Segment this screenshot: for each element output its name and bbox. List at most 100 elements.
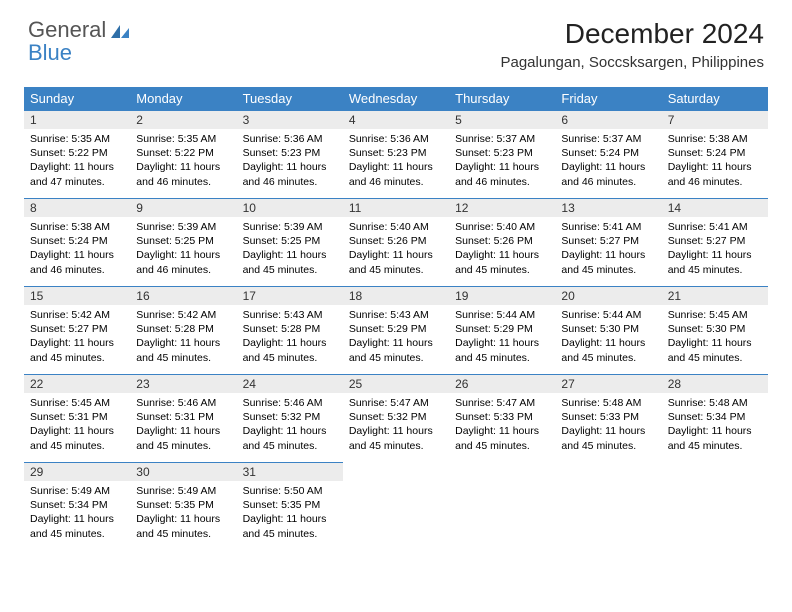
day-number: 27	[555, 374, 661, 393]
day-number: 12	[449, 198, 555, 217]
day-details: Sunrise: 5:36 AMSunset: 5:23 PMDaylight:…	[237, 129, 343, 195]
day-number: 14	[662, 198, 768, 217]
logo-sail-icon	[110, 19, 132, 44]
sunrise-text: Sunrise: 5:41 AM	[561, 220, 655, 234]
daylight-text: Daylight: 11 hours and 45 minutes.	[136, 512, 230, 540]
sunset-text: Sunset: 5:31 PM	[30, 410, 124, 424]
day-number: 25	[343, 374, 449, 393]
day-details: Sunrise: 5:37 AMSunset: 5:23 PMDaylight:…	[449, 129, 555, 195]
day-number: 23	[130, 374, 236, 393]
sunrise-text: Sunrise: 5:37 AM	[561, 132, 655, 146]
day-details: Sunrise: 5:49 AMSunset: 5:35 PMDaylight:…	[130, 481, 236, 547]
sunset-text: Sunset: 5:24 PM	[30, 234, 124, 248]
title-block: December 2024 Pagalungan, Soccsksargen, …	[500, 18, 764, 71]
day-number: 3	[237, 110, 343, 129]
daylight-text: Daylight: 11 hours and 46 minutes.	[136, 248, 230, 276]
day-number: 16	[130, 286, 236, 305]
sunrise-text: Sunrise: 5:41 AM	[668, 220, 762, 234]
month-title: December 2024	[500, 18, 764, 50]
calendar-cell: 16Sunrise: 5:42 AMSunset: 5:28 PMDayligh…	[130, 286, 236, 374]
day-details: Sunrise: 5:42 AMSunset: 5:28 PMDaylight:…	[130, 305, 236, 371]
calendar-cell: 29Sunrise: 5:49 AMSunset: 5:34 PMDayligh…	[24, 462, 130, 550]
day-details: Sunrise: 5:49 AMSunset: 5:34 PMDaylight:…	[24, 481, 130, 547]
calendar-cell: 6Sunrise: 5:37 AMSunset: 5:24 PMDaylight…	[555, 110, 661, 198]
sunrise-text: Sunrise: 5:42 AM	[30, 308, 124, 322]
calendar-cell: 17Sunrise: 5:43 AMSunset: 5:28 PMDayligh…	[237, 286, 343, 374]
day-number: 11	[343, 198, 449, 217]
calendar-cell: 20Sunrise: 5:44 AMSunset: 5:30 PMDayligh…	[555, 286, 661, 374]
calendar-cell: 22Sunrise: 5:45 AMSunset: 5:31 PMDayligh…	[24, 374, 130, 462]
sunrise-text: Sunrise: 5:47 AM	[349, 396, 443, 410]
sunset-text: Sunset: 5:35 PM	[243, 498, 337, 512]
calendar-cell	[343, 462, 449, 550]
location-text: Pagalungan, Soccsksargen, Philippines	[500, 54, 764, 71]
sunset-text: Sunset: 5:22 PM	[30, 146, 124, 160]
day-details: Sunrise: 5:48 AMSunset: 5:33 PMDaylight:…	[555, 393, 661, 459]
sunset-text: Sunset: 5:32 PM	[349, 410, 443, 424]
weekday-header: Wednesday	[343, 87, 449, 110]
daylight-text: Daylight: 11 hours and 45 minutes.	[243, 336, 337, 364]
sunrise-text: Sunrise: 5:42 AM	[136, 308, 230, 322]
calendar-table: SundayMondayTuesdayWednesdayThursdayFrid…	[24, 87, 768, 550]
sunrise-text: Sunrise: 5:48 AM	[561, 396, 655, 410]
daylight-text: Daylight: 11 hours and 45 minutes.	[349, 336, 443, 364]
sunrise-text: Sunrise: 5:36 AM	[349, 132, 443, 146]
sunrise-text: Sunrise: 5:44 AM	[561, 308, 655, 322]
calendar-cell: 1 Sunrise: 5:35 AMSunset: 5:22 PMDaylight…	[24, 110, 130, 198]
calendar-cell: 12Sunrise: 5:40 AMSunset: 5:26 PMDayligh…	[449, 198, 555, 286]
weekday-header-row: SundayMondayTuesdayWednesdayThursdayFrid…	[24, 87, 768, 110]
sunset-text: Sunset: 5:23 PM	[349, 146, 443, 160]
sunrise-text: Sunrise: 5:38 AM	[30, 220, 124, 234]
sunrise-text: Sunrise: 5:47 AM	[455, 396, 549, 410]
day-details: Sunrise: 5:38 AMSunset: 5:24 PMDaylight:…	[24, 217, 130, 283]
calendar-cell: 15Sunrise: 5:42 AMSunset: 5:27 PMDayligh…	[24, 286, 130, 374]
weekday-header: Tuesday	[237, 87, 343, 110]
day-details: Sunrise: 5:48 AMSunset: 5:34 PMDaylight:…	[662, 393, 768, 459]
daylight-text: Daylight: 11 hours and 45 minutes.	[668, 336, 762, 364]
day-details: Sunrise: 5:43 AMSunset: 5:28 PMDaylight:…	[237, 305, 343, 371]
calendar-cell: 5Sunrise: 5:37 AMSunset: 5:23 PMDaylight…	[449, 110, 555, 198]
sunrise-text: Sunrise: 5:35 AM	[30, 132, 124, 146]
brand-logo: GeneralBlue	[28, 18, 130, 64]
sunset-text: Sunset: 5:28 PM	[136, 322, 230, 336]
sunset-text: Sunset: 5:23 PM	[455, 146, 549, 160]
day-details: Sunrise: 5:41 AMSunset: 5:27 PMDaylight:…	[662, 217, 768, 283]
weekday-header: Monday	[130, 87, 236, 110]
daylight-text: Daylight: 11 hours and 45 minutes.	[136, 424, 230, 452]
sunrise-text: Sunrise: 5:46 AM	[243, 396, 337, 410]
daylight-text: Daylight: 11 hours and 45 minutes.	[30, 512, 124, 540]
calendar-cell: 31Sunrise: 5:50 AMSunset: 5:35 PMDayligh…	[237, 462, 343, 550]
sunrise-text: Sunrise: 5:40 AM	[349, 220, 443, 234]
day-details: Sunrise: 5:44 AMSunset: 5:29 PMDaylight:…	[449, 305, 555, 371]
calendar-cell: 8Sunrise: 5:38 AMSunset: 5:24 PMDaylight…	[24, 198, 130, 286]
day-details: Sunrise: 5:42 AMSunset: 5:27 PMDaylight:…	[24, 305, 130, 371]
sunset-text: Sunset: 5:24 PM	[561, 146, 655, 160]
day-number: 1	[24, 110, 130, 129]
day-details: Sunrise: 5:45 AMSunset: 5:31 PMDaylight:…	[24, 393, 130, 459]
calendar-cell: 25Sunrise: 5:47 AMSunset: 5:32 PMDayligh…	[343, 374, 449, 462]
day-number: 24	[237, 374, 343, 393]
sunrise-text: Sunrise: 5:43 AM	[243, 308, 337, 322]
day-number: 13	[555, 198, 661, 217]
sunset-text: Sunset: 5:33 PM	[455, 410, 549, 424]
daylight-text: Daylight: 11 hours and 47 minutes.	[30, 160, 124, 188]
daylight-text: Daylight: 11 hours and 46 minutes.	[561, 160, 655, 188]
day-number: 4	[343, 110, 449, 129]
day-number: 28	[662, 374, 768, 393]
sunset-text: Sunset: 5:31 PM	[136, 410, 230, 424]
day-details: Sunrise: 5:35 AMSunset: 5:22 PMDaylight:…	[130, 129, 236, 195]
day-details: Sunrise: 5:46 AMSunset: 5:31 PMDaylight:…	[130, 393, 236, 459]
sunrise-text: Sunrise: 5:37 AM	[455, 132, 549, 146]
sunrise-text: Sunrise: 5:49 AM	[30, 484, 124, 498]
calendar-cell: 10Sunrise: 5:39 AMSunset: 5:25 PMDayligh…	[237, 198, 343, 286]
daylight-text: Daylight: 11 hours and 46 minutes.	[668, 160, 762, 188]
day-details: Sunrise: 5:36 AMSunset: 5:23 PMDaylight:…	[343, 129, 449, 195]
sunset-text: Sunset: 5:26 PM	[349, 234, 443, 248]
day-details: Sunrise: 5:40 AMSunset: 5:26 PMDaylight:…	[343, 217, 449, 283]
day-number: 30	[130, 462, 236, 481]
calendar-cell: 27Sunrise: 5:48 AMSunset: 5:33 PMDayligh…	[555, 374, 661, 462]
sunrise-text: Sunrise: 5:48 AM	[668, 396, 762, 410]
day-number: 21	[662, 286, 768, 305]
day-details: Sunrise: 5:46 AMSunset: 5:32 PMDaylight:…	[237, 393, 343, 459]
day-details: Sunrise: 5:47 AMSunset: 5:33 PMDaylight:…	[449, 393, 555, 459]
